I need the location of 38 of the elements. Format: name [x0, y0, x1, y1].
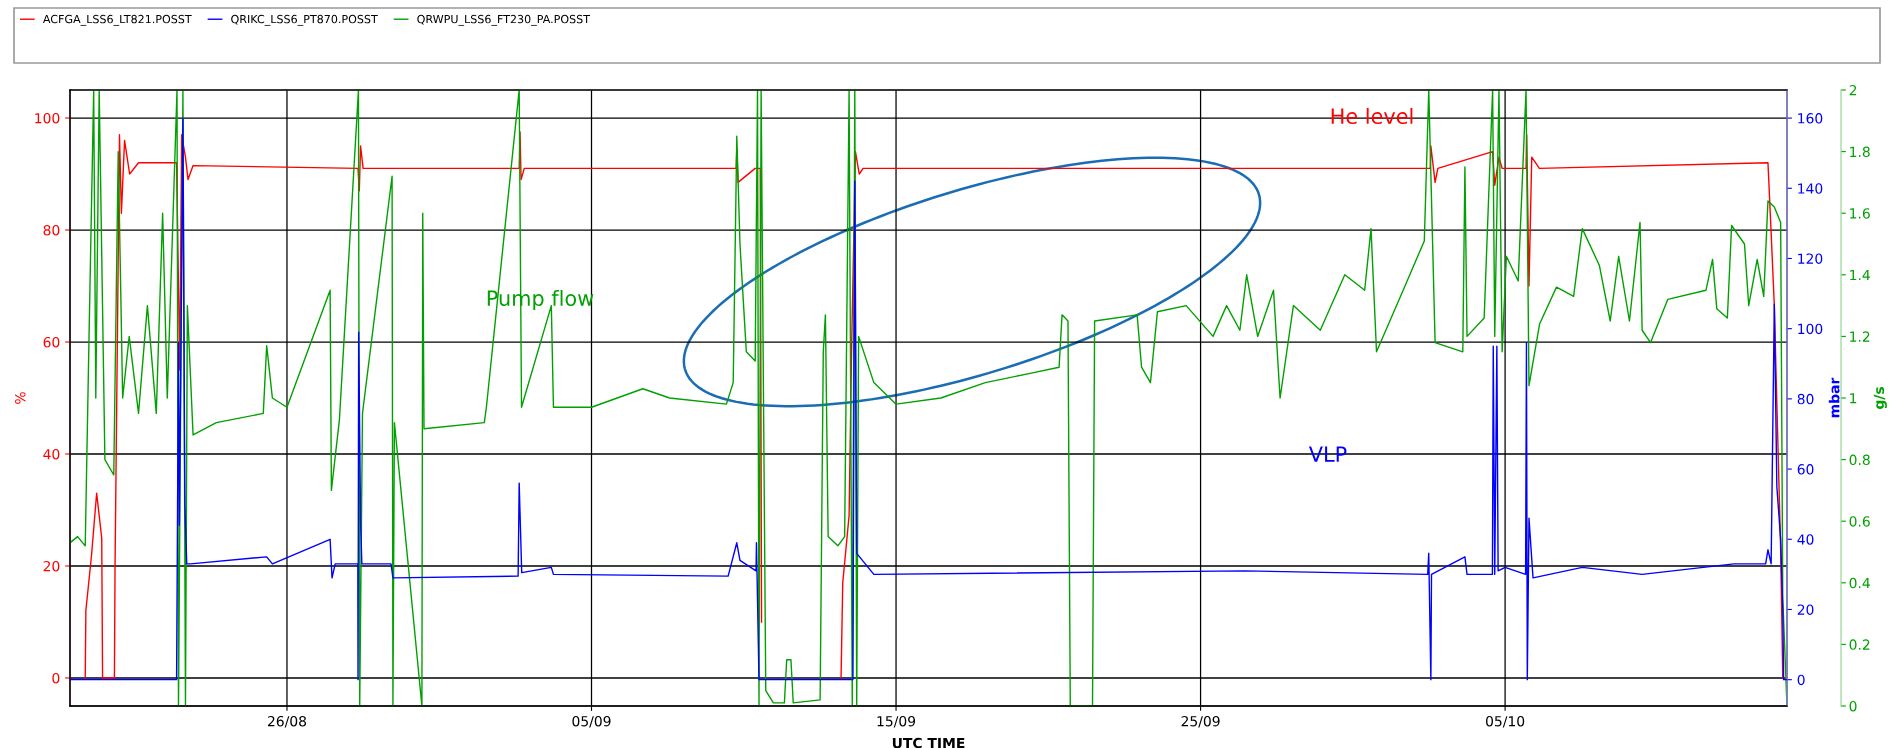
y3-tick-label: 0.8 [1849, 454, 1870, 466]
y-tick-label: 0 [52, 672, 60, 684]
y2-tick-label: 100 [1798, 323, 1823, 335]
y-tick-label: 100 [35, 112, 60, 124]
y2-tick-label: 120 [1798, 253, 1823, 264]
y2-tick-label: 60 [1797, 464, 1814, 475]
legend-label: QRWPU_LSS6_FT230_PA.POSST [417, 14, 591, 26]
y-axis-title: % [15, 392, 26, 404]
y-tick-label: 40 [43, 448, 60, 460]
y2-tick-label: 80 [1797, 393, 1814, 405]
x-tick-label: 26/08 [267, 715, 307, 728]
x-tick-label: 25/09 [1181, 715, 1220, 728]
y3-tick-label: 0.2 [1849, 639, 1870, 650]
y3-tick-label: 2 [1849, 84, 1857, 96]
y2-axis-title: mbar [1828, 377, 1840, 418]
y-tick-label: 80 [43, 224, 60, 236]
y3-tick-label: 1 [1850, 393, 1857, 404]
x-tick-label: 05/10 [1486, 715, 1525, 728]
y-tick-label: 60 [43, 336, 60, 348]
y3-tick-label: 1.6 [1850, 208, 1870, 219]
y-tick-label: 20 [43, 560, 60, 572]
x-tick-label: 05/09 [572, 715, 611, 728]
y2-tick-label: 140 [1798, 183, 1823, 194]
x-tick-label: 15/09 [877, 715, 916, 728]
y3-tick-label: 0 [1849, 700, 1857, 712]
legend-label: QRIKC_LSS6_PT870.POSST [231, 14, 378, 26]
y3-tick-label: 0.4 [1849, 577, 1870, 589]
x-axis-title: UTC TIME [892, 737, 965, 748]
y2-tick-label: 160 [1798, 113, 1823, 124]
y2-tick-label: 40 [1797, 534, 1814, 545]
y3-axis-title: g/s [1873, 387, 1887, 410]
legend-label: ACFGA_LSS6_LT821.POSST [42, 14, 192, 26]
y2-tick-label: 20 [1797, 604, 1814, 615]
y3-tick-label: 1.8 [1850, 146, 1870, 158]
y3-tick-label: 1.4 [1850, 269, 1870, 281]
y3-tick-label: 1.2 [1850, 331, 1870, 342]
y2-tick-label: 0 [1797, 674, 1805, 686]
y3-tick-label: 0.6 [1849, 516, 1870, 527]
